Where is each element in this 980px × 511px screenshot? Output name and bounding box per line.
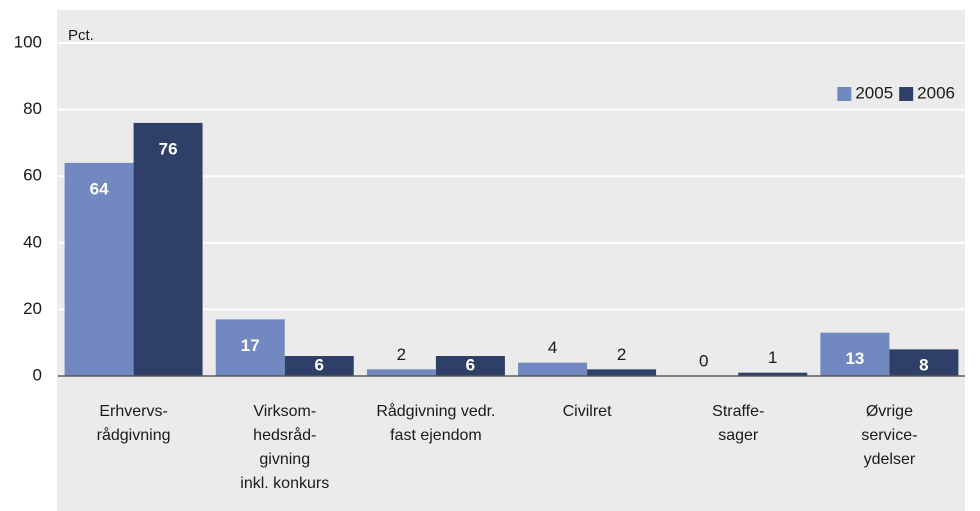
y-tick-label: 100 bbox=[14, 32, 42, 51]
data-label: 1 bbox=[768, 348, 777, 367]
x-tick-label: Civilret bbox=[563, 403, 612, 420]
bar bbox=[64, 162, 134, 376]
x-tick-label: ydelser bbox=[864, 451, 916, 468]
data-label: 6 bbox=[466, 355, 475, 374]
y-tick-label: 40 bbox=[23, 232, 42, 251]
bar bbox=[366, 369, 436, 376]
legend-label: 2006 bbox=[917, 83, 955, 102]
bar bbox=[133, 122, 203, 376]
x-tick-label: service- bbox=[861, 427, 917, 444]
x-tick-label: givning bbox=[259, 451, 310, 468]
legend-swatch bbox=[899, 87, 914, 101]
x-tick-label: Straffe- bbox=[712, 403, 764, 420]
y-tick-label: 80 bbox=[23, 99, 42, 118]
data-label: 64 bbox=[90, 179, 109, 198]
data-label: 0 bbox=[699, 351, 708, 370]
bar bbox=[587, 369, 657, 376]
x-tick-label: Rådgivning vedr. bbox=[376, 402, 495, 420]
bar bbox=[518, 362, 588, 376]
data-label: 4 bbox=[548, 338, 557, 357]
y-tick-label: 60 bbox=[23, 166, 42, 185]
bar bbox=[820, 332, 890, 376]
x-tick-label: Virksom- bbox=[253, 403, 316, 420]
data-label: 2 bbox=[397, 345, 406, 364]
chart-background bbox=[57, 10, 965, 511]
data-label: 76 bbox=[159, 139, 178, 158]
bar bbox=[738, 372, 808, 376]
x-tick-label: sager bbox=[718, 427, 759, 444]
y-unit-label: Pct. bbox=[68, 27, 94, 44]
x-tick-label: rådgivning bbox=[97, 426, 171, 444]
bar bbox=[215, 319, 285, 376]
data-label: 6 bbox=[315, 355, 324, 374]
x-tick-label: fast ejendom bbox=[390, 427, 482, 444]
x-tick-label: Øvrige bbox=[866, 403, 913, 420]
legend-label: 2005 bbox=[855, 83, 893, 102]
x-tick-label: Erhvervs- bbox=[99, 403, 167, 420]
y-tick-label: 0 bbox=[33, 365, 42, 384]
data-label: 8 bbox=[919, 355, 928, 374]
bar bbox=[435, 356, 505, 376]
data-label: 2 bbox=[617, 345, 626, 364]
x-tick-label: hedsråd- bbox=[253, 426, 316, 444]
y-tick-label: 20 bbox=[23, 299, 42, 318]
bar bbox=[889, 349, 959, 376]
x-tick-label: inkl. konkurs bbox=[240, 475, 329, 492]
data-label: 17 bbox=[241, 336, 260, 355]
data-label: 13 bbox=[845, 349, 864, 368]
legend-swatch bbox=[837, 87, 852, 101]
bar bbox=[284, 356, 354, 376]
